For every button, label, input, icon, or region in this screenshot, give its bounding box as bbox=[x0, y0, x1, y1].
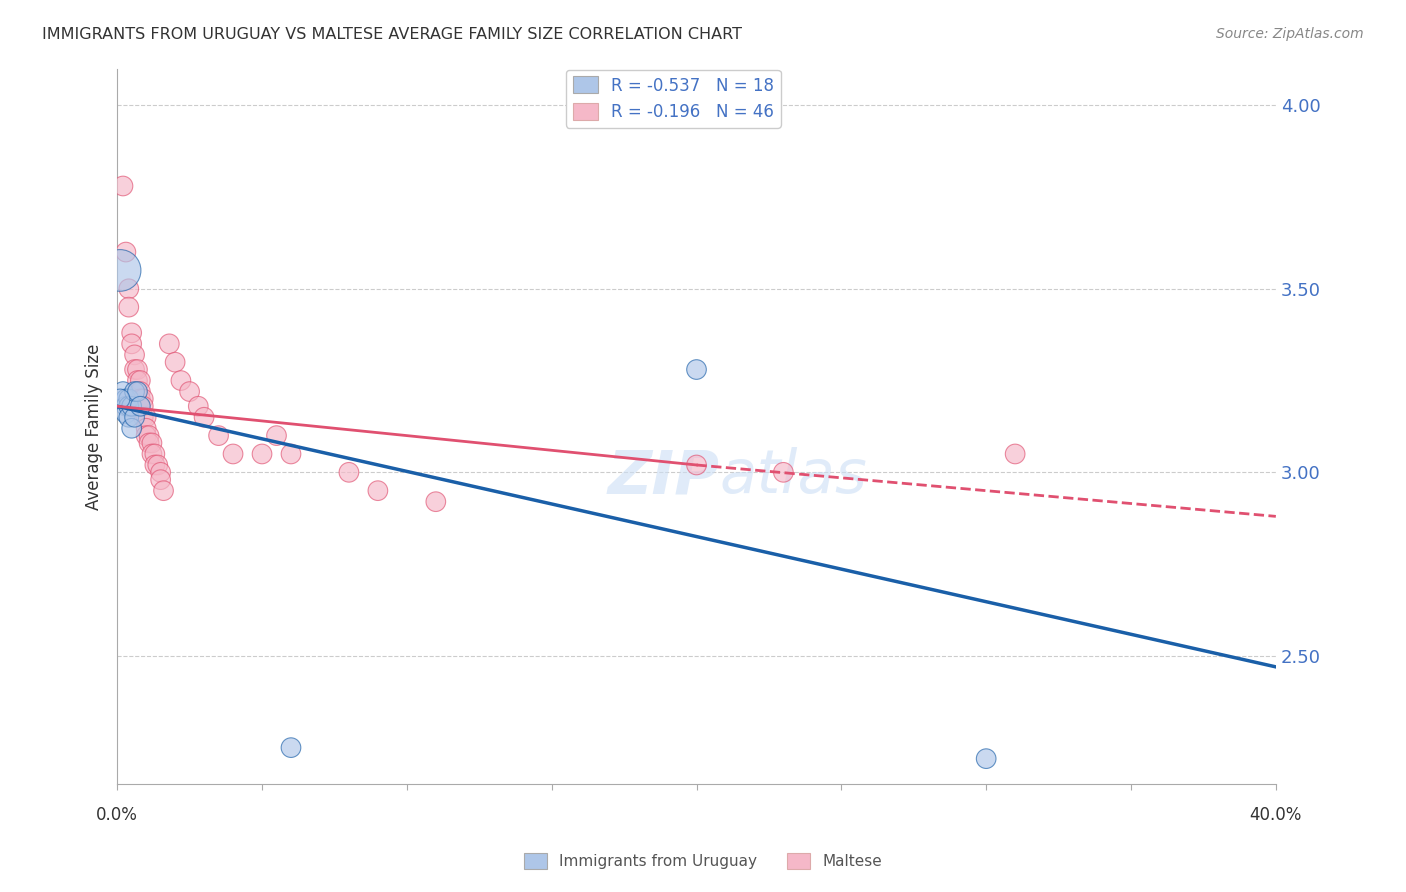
Point bbox=[337, 466, 360, 480]
Point bbox=[127, 362, 149, 376]
Point bbox=[121, 326, 143, 340]
Point bbox=[129, 374, 152, 388]
Point bbox=[124, 384, 146, 399]
Point bbox=[170, 374, 193, 388]
Point bbox=[157, 336, 180, 351]
Point bbox=[118, 282, 141, 296]
Point bbox=[685, 362, 707, 376]
Point bbox=[132, 399, 155, 413]
Point bbox=[141, 436, 163, 450]
Point bbox=[115, 245, 138, 260]
Point bbox=[152, 483, 174, 498]
Point bbox=[193, 410, 215, 425]
Point bbox=[149, 466, 172, 480]
Point bbox=[280, 447, 302, 461]
Point bbox=[108, 263, 131, 277]
Point bbox=[1004, 447, 1026, 461]
Point bbox=[143, 447, 166, 461]
Point bbox=[146, 458, 169, 472]
Point bbox=[124, 348, 146, 362]
Point bbox=[118, 399, 141, 413]
Point bbox=[149, 473, 172, 487]
Point bbox=[111, 384, 134, 399]
Point bbox=[124, 362, 146, 376]
Point bbox=[118, 410, 141, 425]
Point bbox=[135, 428, 157, 442]
Point bbox=[165, 355, 187, 369]
Text: 40.0%: 40.0% bbox=[1250, 806, 1302, 824]
Point bbox=[129, 384, 152, 399]
Point bbox=[108, 392, 131, 406]
Point bbox=[425, 494, 447, 508]
Point bbox=[367, 483, 389, 498]
Legend: R = -0.537   N = 18, R = -0.196   N = 46: R = -0.537 N = 18, R = -0.196 N = 46 bbox=[567, 70, 780, 128]
Point bbox=[127, 384, 149, 399]
Point bbox=[129, 399, 152, 413]
Point bbox=[772, 466, 794, 480]
Point bbox=[207, 428, 229, 442]
Point bbox=[132, 392, 155, 406]
Point bbox=[121, 336, 143, 351]
Text: IMMIGRANTS FROM URUGUAY VS MALTESE AVERAGE FAMILY SIZE CORRELATION CHART: IMMIGRANTS FROM URUGUAY VS MALTESE AVERA… bbox=[42, 27, 742, 42]
Text: ZIP: ZIP bbox=[607, 447, 720, 506]
Point bbox=[187, 399, 209, 413]
Point bbox=[124, 410, 146, 425]
Point bbox=[266, 428, 288, 442]
Point bbox=[179, 384, 201, 399]
Point bbox=[115, 392, 138, 406]
Point bbox=[141, 447, 163, 461]
Y-axis label: Average Family Size: Average Family Size bbox=[86, 343, 103, 509]
Point bbox=[121, 421, 143, 435]
Point bbox=[127, 374, 149, 388]
Point bbox=[135, 421, 157, 435]
Point bbox=[115, 407, 138, 421]
Point bbox=[135, 410, 157, 425]
Point bbox=[974, 752, 997, 766]
Point bbox=[118, 300, 141, 314]
Point bbox=[222, 447, 245, 461]
Point bbox=[138, 436, 160, 450]
Point bbox=[121, 399, 143, 413]
Point bbox=[250, 447, 273, 461]
Point bbox=[138, 428, 160, 442]
Point bbox=[129, 392, 152, 406]
Point bbox=[143, 458, 166, 472]
Text: Source: ZipAtlas.com: Source: ZipAtlas.com bbox=[1216, 27, 1364, 41]
Legend: Immigrants from Uruguay, Maltese: Immigrants from Uruguay, Maltese bbox=[517, 847, 889, 875]
Point bbox=[118, 392, 141, 406]
Text: 0.0%: 0.0% bbox=[96, 806, 138, 824]
Point bbox=[115, 399, 138, 413]
Point bbox=[111, 179, 134, 194]
Point bbox=[132, 410, 155, 425]
Point bbox=[280, 740, 302, 755]
Point bbox=[685, 458, 707, 472]
Text: atlas: atlas bbox=[720, 447, 868, 506]
